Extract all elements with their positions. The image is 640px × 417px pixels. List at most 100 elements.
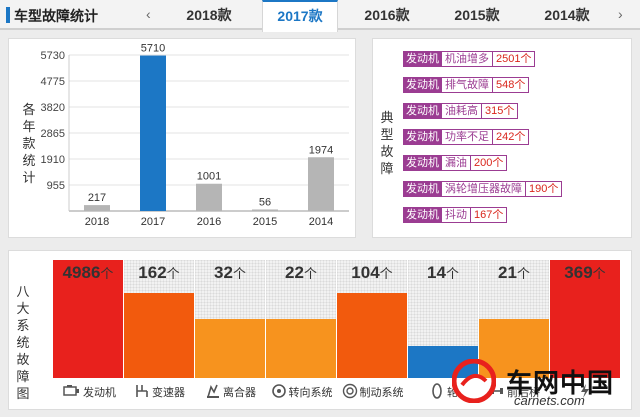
system-column[interactable]: 22个 [266,260,337,378]
system-fill [266,319,336,378]
x-tick-label: 2015 [253,216,277,228]
system-fill [124,293,194,378]
bar-2017 [140,55,166,212]
fault-item[interactable]: 发动机 功率不足 242个 [403,129,530,145]
system-name[interactable]: 制动系统 [337,381,408,403]
x-tick-label: 2016 [197,216,221,228]
system-fill [550,260,620,378]
system-fill [195,319,265,378]
system-count: 104个 [351,263,393,282]
fault-desc: 抖动 [442,207,471,223]
bar-2014 [308,157,334,211]
fault-desc: 功率不足 [442,129,493,145]
title-marker [6,7,10,23]
fault-count: 242个 [493,129,530,145]
fault-tag: 发动机 [403,207,442,223]
tab-2015[interactable]: 2015款 [454,7,500,23]
clutch-icon [205,383,221,402]
engine-icon [61,384,81,401]
year-chart-ylabel: 各年款统计 [22,102,36,185]
system-name[interactable]: 发动机 [53,381,124,403]
y-tick-label: 3820 [41,102,65,114]
bar-2016 [196,183,222,211]
watermark: 车网中国 carnets.com [448,355,638,415]
fault-count: 167个 [471,207,508,223]
fault-desc: 涡轮增压器故障 [442,181,526,197]
electric-icon [577,383,593,402]
y-tick-label: 2865 [41,128,65,140]
bar-value-label: 217 [88,192,106,204]
x-tick-label: 2017 [141,216,165,228]
x-tick-label: 2018 [85,216,109,228]
system-name[interactable]: 变速器 [124,381,195,403]
tab-2017[interactable]: 2017款 [262,0,338,32]
page-title: 车型故障统计 [14,8,98,24]
system-name[interactable] [550,381,621,403]
tab-2018[interactable]: 2018款 [186,7,232,23]
system-count: 369个 [564,263,606,282]
system-name[interactable]: 轮 [408,381,479,403]
fault-item[interactable]: 发动机 漏油 200个 [403,155,508,171]
bar-value-label: 5710 [141,43,165,55]
y-tick-label: 4775 [41,76,65,88]
fault-label: 典型故障 [380,110,394,176]
watermark-url: carnets.com [514,393,585,408]
tire-icon [429,382,445,402]
y-tick-label: 955 [47,180,65,192]
fault-item[interactable]: 发动机 涡轮增压器故障 190个 [403,181,563,197]
next-arrow-icon[interactable]: › [618,6,623,22]
system-column[interactable]: 162个 [124,260,195,378]
system-name[interactable]: 转向系统 [266,381,337,403]
system-count: 32个 [214,263,246,282]
brake-icon [342,383,358,402]
system-fill [53,260,123,378]
system-column[interactable]: 4986个 [53,260,124,378]
y-tick-label: 1910 [41,154,65,166]
system-fill [337,293,407,378]
carnets-logo-icon [452,359,496,403]
fault-tag: 发动机 [403,51,442,67]
fault-count: 315个 [482,103,519,119]
systems-label: 八大系统故障图 [16,284,30,401]
x-tick-label: 2014 [309,216,333,228]
gearbox-icon [134,383,150,402]
bar-value-label: 1974 [309,144,333,156]
fault-item[interactable]: 发动机 排气故障 548个 [403,77,530,93]
fault-desc: 漏油 [442,155,471,171]
header-bar: 车型故障统计 ‹ 2018款 2017款 2016款 2015款 2014款 › [0,0,640,32]
fault-desc: 机油增多 [442,51,493,67]
y-tick-label: 5730 [41,50,65,62]
tab-2016[interactable]: 2016款 [364,7,410,23]
system-count: 22个 [285,263,317,282]
bar-2018 [84,205,110,211]
system-column[interactable]: 32个 [195,260,266,378]
fault-tag: 发动机 [403,181,442,197]
year-chart: 955 1910 2865 3820 4775 5730 217 2018 5710 2017 10… [41,43,349,228]
system-column[interactable]: 104个 [337,260,408,378]
steering-icon [271,383,287,402]
year-chart-panel: 各年款统计 955 1910 2865 3820 4775 5730 217 2018 5710… [8,38,356,238]
system-column[interactable]: 369个 [550,260,621,378]
system-column[interactable]: 21个 [479,260,550,378]
prev-arrow-icon[interactable]: ‹ [146,6,151,22]
fault-count: 2501个 [493,51,536,67]
fault-desc: 排气故障 [442,77,493,93]
system-count: 21个 [498,263,530,282]
fault-tag: 发动机 [403,155,442,171]
fault-count: 200个 [471,155,508,171]
fault-item[interactable]: 发动机 抖动 167个 [403,207,508,223]
bar-value-label: 56 [259,196,271,208]
system-count: 14个 [427,263,459,282]
bar-2015 [252,209,278,211]
fault-desc: 油耗高 [442,103,482,119]
fault-tag: 发动机 [403,103,442,119]
system-name[interactable]: 离合器 [195,381,266,403]
system-count: 4986个 [62,263,114,282]
fault-tag: 发动机 [403,77,442,93]
fault-item[interactable]: 发动机 机油增多 2501个 [403,51,536,67]
system-count: 162个 [138,263,180,282]
tab-2014[interactable]: 2014款 [544,7,590,23]
fault-item[interactable]: 发动机 油耗高 315个 [403,103,519,119]
fault-panel: 典型故障 发动机 机油增多 2501个 发动机 排气故障 548个 发动机 油耗高 315个 发动… [372,38,632,238]
